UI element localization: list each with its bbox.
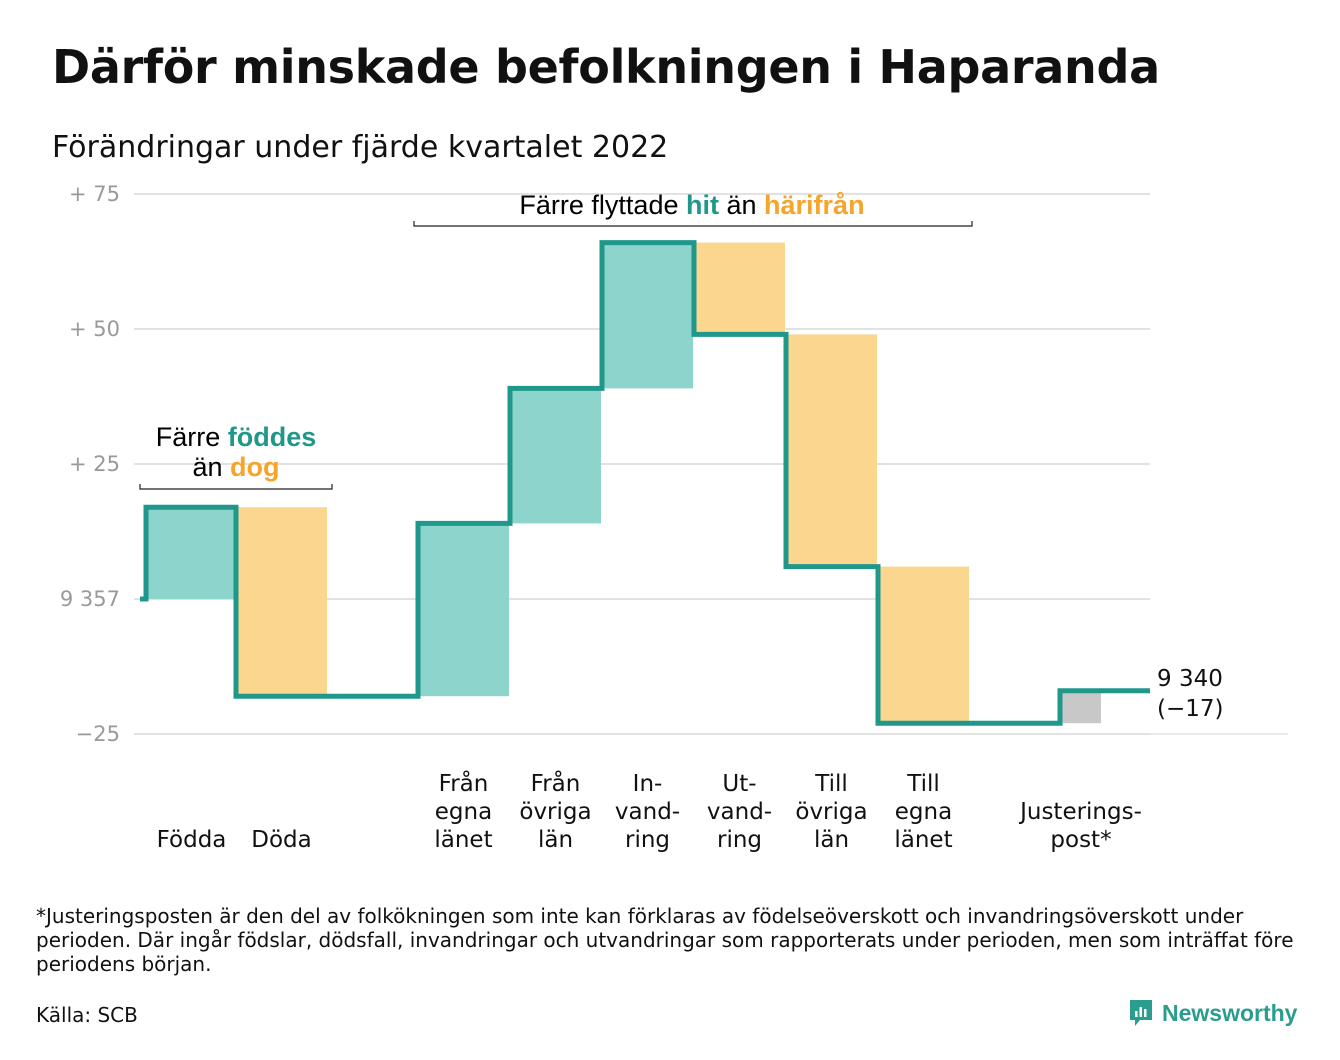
newsworthy-logo-icon	[1130, 1000, 1152, 1026]
bar-increase	[510, 388, 601, 524]
annotation-highlight-deaths: dog	[230, 452, 279, 482]
x-tick-label: län	[538, 827, 573, 853]
annotation-migration: Färre flyttade hit än härifrån	[413, 190, 973, 227]
x-tick-label: Från	[531, 769, 581, 797]
annotation-text: än	[192, 452, 230, 482]
cumulative-step-line	[140, 240, 1150, 726]
x-tick-label: Döda	[251, 827, 311, 853]
x-tick-label: post*	[1050, 827, 1111, 853]
bar-decrease	[694, 242, 785, 335]
x-tick-label: övriga	[795, 799, 867, 825]
y-tick-label: + 50	[69, 317, 120, 341]
x-tick-label: ring	[717, 827, 762, 853]
x-tick-label: vand-	[707, 799, 772, 825]
svg-text:än dog: än dog	[192, 452, 279, 482]
x-tick-label: Till	[906, 771, 940, 797]
annotation-text: än	[719, 190, 764, 220]
brand-logo: Newsworthy	[1128, 998, 1297, 1028]
svg-text:Färre föddes: Färre föddes	[156, 422, 317, 452]
end-value-label: 9 340 (−17)	[1157, 666, 1223, 722]
brand-name: Newsworthy	[1162, 999, 1298, 1026]
annotation-text: Färre	[156, 422, 228, 452]
bar-decrease	[786, 334, 877, 567]
source-credit: Källa: SCB	[36, 1003, 138, 1027]
annotation-bracket	[139, 484, 333, 490]
bar-decrease	[236, 507, 327, 697]
waterfall-chart: + 75 + 50 + 25 9 357 −25 Färre föddes än dog…	[60, 182, 1288, 853]
x-tick-label: övriga	[519, 799, 591, 825]
x-tick-label: vand-	[615, 799, 680, 825]
x-tick-label: egna	[435, 799, 492, 825]
annotation-bracket	[413, 221, 973, 227]
bar-increase	[418, 523, 509, 697]
end-value: 9 340	[1157, 666, 1223, 692]
svg-text:Färre flyttade hit än härifrån: Färre flyttade hit än härifrån	[519, 190, 864, 220]
bar-decrease	[878, 566, 969, 724]
chart-title: Därför minskade befolkningen i Haparanda	[52, 40, 1160, 94]
x-tick-label: Födda	[157, 827, 227, 853]
y-tick-label: + 25	[69, 452, 120, 476]
x-tick-label: egna	[895, 799, 952, 825]
chart-subtitle: Förändringar under fjärde kvartalet 2022	[52, 130, 669, 165]
bar-adjustment	[1061, 690, 1101, 724]
x-tick-label: län	[814, 827, 849, 853]
x-tick-label: Ut-	[722, 771, 756, 797]
x-tick-label: länet	[894, 827, 952, 853]
x-axis-labels: Födda DödaFrånegnalänetFrånövrigalänIn-va…	[157, 769, 1142, 853]
annotation-highlight-out: härifrån	[764, 190, 865, 220]
bar-increase	[146, 507, 237, 599]
x-tick-label: ring	[625, 827, 670, 853]
bars	[146, 242, 1101, 724]
y-axis-ticks: + 75 + 50 + 25 9 357 −25	[60, 182, 120, 746]
x-tick-label: In-	[633, 771, 663, 797]
end-change: (−17)	[1157, 696, 1223, 722]
annotation-highlight-in: hit	[686, 190, 719, 220]
annotation-text: Färre flyttade	[519, 190, 686, 220]
x-tick-label: Från	[439, 769, 489, 797]
footnote: *Justeringsposten är den del av folkökni…	[36, 904, 1294, 976]
annotation-births-deaths: Färre föddes än dog	[139, 422, 333, 490]
bar-increase	[602, 242, 693, 389]
annotation-highlight-births: föddes	[228, 422, 317, 452]
x-tick-label: länet	[434, 827, 492, 853]
x-tick-label: Till	[814, 771, 848, 797]
y-tick-label: −25	[76, 722, 120, 746]
baseline-label: 9 357	[60, 587, 120, 611]
x-tick-label: Justerings-	[1018, 799, 1142, 825]
y-tick-label: + 75	[69, 182, 120, 206]
